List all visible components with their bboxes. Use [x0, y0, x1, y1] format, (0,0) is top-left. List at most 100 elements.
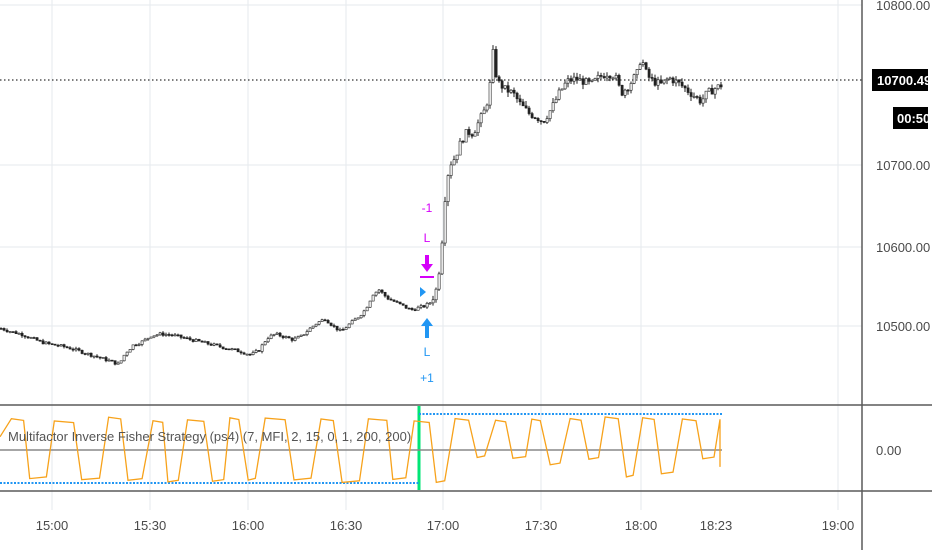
candle: [383, 292, 387, 297]
candle: [125, 351, 129, 356]
candle: [233, 348, 237, 351]
candle: [698, 96, 702, 104]
candle: [293, 337, 297, 341]
candle: [89, 352, 93, 357]
candle: [461, 140, 465, 143]
candle: [290, 337, 294, 341]
candle: [494, 49, 498, 78]
candle: [23, 335, 27, 338]
indicator-title[interactable]: Multifactor Inverse Fisher Strategy (ps4…: [8, 429, 411, 444]
candle: [665, 78, 669, 81]
candle: [629, 83, 633, 91]
candle: [605, 75, 609, 79]
price-axis[interactable]: 10800.00 10700.00 10600.00 10500.00 0.00…: [872, 0, 931, 458]
candle: [428, 302, 432, 305]
candle: [254, 350, 258, 353]
candle: [209, 343, 213, 346]
trade-signals: -1 L L +1: [420, 201, 434, 385]
candle: [248, 353, 252, 356]
candle: [62, 344, 66, 348]
candle: [491, 49, 495, 83]
candle: [326, 320, 330, 324]
candle: [341, 329, 345, 331]
candle: [188, 337, 192, 340]
candle: [458, 140, 462, 156]
candle: [716, 84, 720, 89]
candle: [485, 104, 489, 111]
candle: [176, 334, 180, 337]
close-signal-label: L: [424, 231, 431, 245]
candle: [143, 338, 147, 342]
candle: [656, 79, 660, 86]
candle: [686, 87, 690, 93]
candle: [689, 92, 693, 97]
long-qty-label: +1: [420, 371, 434, 385]
candle: [263, 341, 267, 346]
candle: [707, 87, 711, 92]
candle: [311, 325, 315, 329]
candle: [509, 89, 513, 93]
candle: [563, 82, 567, 90]
candle: [359, 315, 363, 319]
candle: [374, 291, 378, 296]
candle: [692, 96, 696, 98]
candle: [299, 334, 303, 337]
candle: [434, 288, 438, 301]
candle: [242, 352, 246, 355]
candle: [353, 318, 357, 321]
candle: [503, 85, 507, 89]
candle: [266, 338, 270, 343]
candle: [11, 331, 15, 333]
candle: [245, 353, 249, 356]
indicator-y-tick-label: 0.00: [876, 443, 901, 458]
candle: [44, 341, 48, 345]
candle: [467, 129, 471, 135]
candle: [602, 76, 606, 79]
candle: [95, 355, 99, 358]
candle: [92, 355, 96, 358]
candle: [287, 336, 291, 339]
candle: [641, 62, 645, 65]
candle: [680, 81, 684, 87]
candle: [161, 332, 165, 336]
candle: [566, 78, 570, 84]
candle: [470, 134, 474, 137]
candle: [437, 273, 441, 290]
candle: [512, 89, 516, 94]
candle: [116, 362, 120, 365]
time-axis[interactable]: 15:00 15:30 16:00 16:30 17:00 17:30 18:0…: [36, 518, 855, 533]
candle: [350, 320, 354, 325]
indicator-pane: Multifactor Inverse Fisher Strategy (ps4…: [0, 406, 722, 490]
candle: [59, 344, 63, 347]
candle: [695, 96, 699, 98]
candle: [713, 88, 717, 95]
candle: [479, 113, 483, 124]
candle: [482, 109, 486, 115]
candle: [464, 129, 468, 143]
candle: [413, 309, 417, 311]
candle: [296, 336, 300, 339]
candle: [557, 89, 561, 100]
candle: [38, 339, 42, 342]
candle: [329, 322, 333, 326]
candle: [683, 85, 687, 89]
candle: [335, 325, 339, 331]
candle: [530, 113, 534, 118]
candle: [449, 164, 453, 176]
candle: [77, 348, 81, 351]
candle: [407, 307, 411, 310]
candle: [638, 64, 642, 70]
candle: [347, 323, 351, 329]
candle: [146, 337, 150, 340]
x-tick-label: 17:30: [525, 518, 558, 533]
candle: [284, 336, 288, 338]
candle: [47, 341, 51, 344]
x-tick-label: 18:23: [700, 518, 733, 533]
candle: [113, 360, 117, 365]
candle: [167, 334, 171, 336]
candlestick-series: [0, 45, 723, 366]
candle: [179, 334, 183, 338]
candle: [122, 354, 126, 362]
candle: [404, 304, 408, 309]
